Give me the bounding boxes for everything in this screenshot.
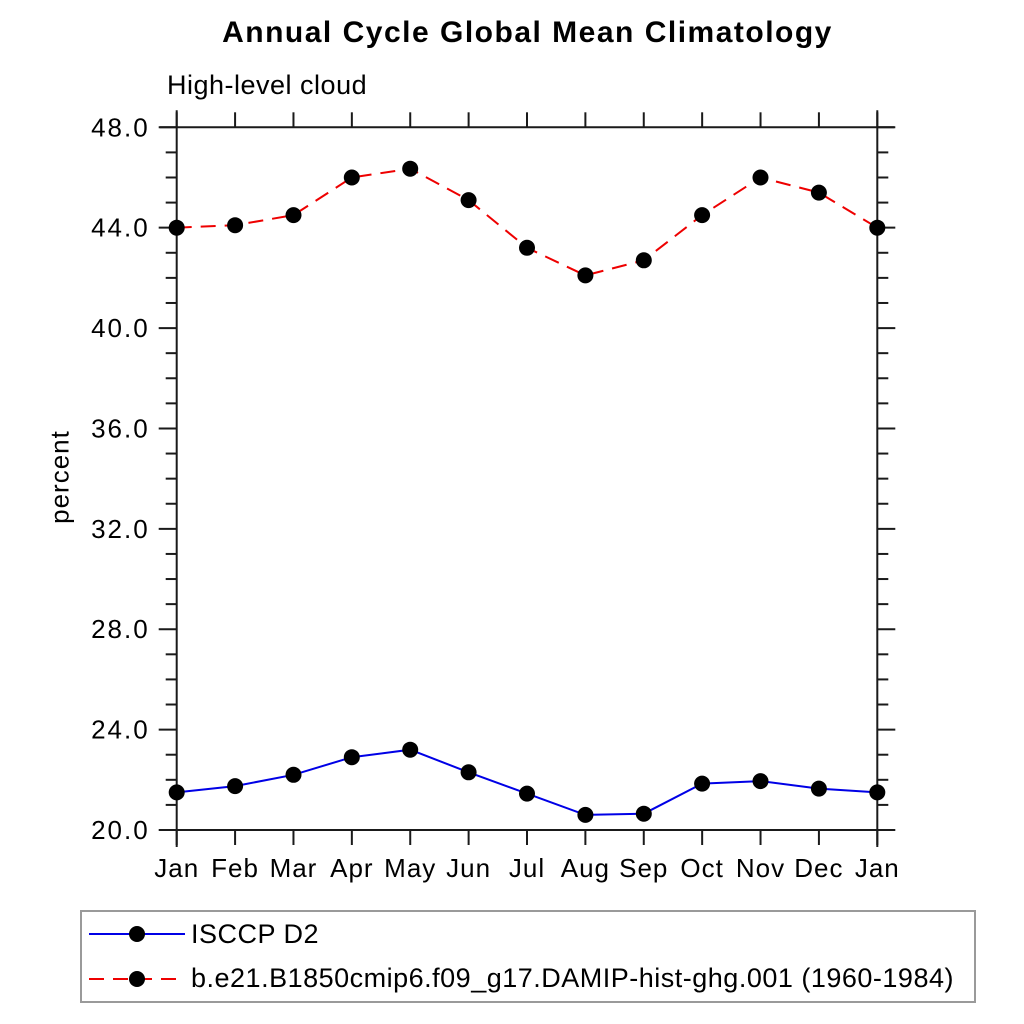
x-tick-label: May	[384, 853, 436, 883]
data-point-marker	[168, 219, 185, 236]
x-tick-label: Mar	[270, 853, 318, 883]
data-point-marker	[635, 805, 652, 822]
data-point-marker	[694, 775, 711, 792]
series-line-model-run	[176, 167, 878, 277]
y-tick-label: 28.0	[91, 614, 150, 644]
legend-item-model-run: b.e21.B1850cmip6.f09_g17.DAMIP-hist-ghg.…	[82, 957, 974, 1001]
data-point-marker	[343, 169, 360, 186]
y-tick-label: 24.0	[91, 715, 150, 745]
data-point-marker	[577, 267, 594, 284]
chart-subtitle: High-level cloud	[167, 70, 368, 100]
data-point-marker	[577, 806, 594, 823]
legend-marker-circle	[129, 926, 145, 943]
y-tick-label: 20.0	[91, 815, 150, 845]
x-tick-label: Jan	[855, 853, 900, 883]
data-point-marker	[519, 785, 535, 802]
data-point-marker	[402, 741, 419, 758]
legend-label-isccp-d2: ISCCP D2	[191, 918, 320, 949]
x-tick-label: Jul	[509, 853, 545, 883]
chart-title: Annual Cycle Global Mean Climatology	[222, 16, 833, 49]
data-point-marker	[227, 217, 244, 234]
data-point-marker	[519, 239, 535, 256]
x-tick-label: Nov	[736, 853, 785, 883]
legend-swatch-solid-line	[89, 926, 185, 943]
legend-label-model-run: b.e21.B1850cmip6.f09_g17.DAMIP-hist-ghg.…	[191, 963, 954, 994]
x-tick-label: Dec	[794, 853, 843, 883]
legend-box: ISCCP D2 b.e21.B1850cmip6.f09_g17.DAMIP-…	[80, 910, 976, 1003]
data-point-marker	[810, 184, 827, 201]
y-tick-label: 40.0	[91, 313, 150, 343]
x-tick-label: Feb	[211, 853, 259, 883]
y-tick-label: 44.0	[91, 213, 150, 243]
data-point-marker	[752, 773, 769, 790]
data-point-marker	[168, 784, 185, 801]
data-point-marker	[343, 749, 360, 766]
x-tick-label: Oct	[680, 853, 723, 883]
x-tick-label: Aug	[561, 853, 610, 883]
data-point-marker	[869, 219, 886, 236]
data-point-marker	[810, 780, 827, 797]
x-tick-label: Jan	[154, 853, 199, 883]
x-tick-label: Sep	[619, 853, 668, 883]
data-point-marker	[869, 784, 886, 801]
x-tick-label: Apr	[330, 853, 373, 883]
data-point-marker	[227, 778, 244, 795]
data-point-marker	[285, 207, 302, 224]
data-point-marker	[460, 192, 477, 209]
y-tick-label: 48.0	[91, 112, 150, 142]
y-tick-label: 32.0	[91, 514, 150, 544]
legend-marker-circle	[129, 970, 145, 987]
data-point-marker	[285, 766, 302, 783]
data-point-marker	[694, 207, 711, 224]
y-tick-label: 36.0	[91, 413, 150, 443]
legend-item-isccp-d2: ISCCP D2	[82, 912, 974, 956]
data-point-marker	[752, 169, 769, 186]
data-point-marker	[635, 252, 652, 269]
data-point-marker	[402, 160, 419, 177]
series-line-isccp-d2	[176, 748, 878, 816]
data-point-marker	[460, 764, 477, 781]
legend-swatch-dashed-line	[89, 970, 185, 987]
x-tick-label: Jun	[446, 853, 491, 883]
